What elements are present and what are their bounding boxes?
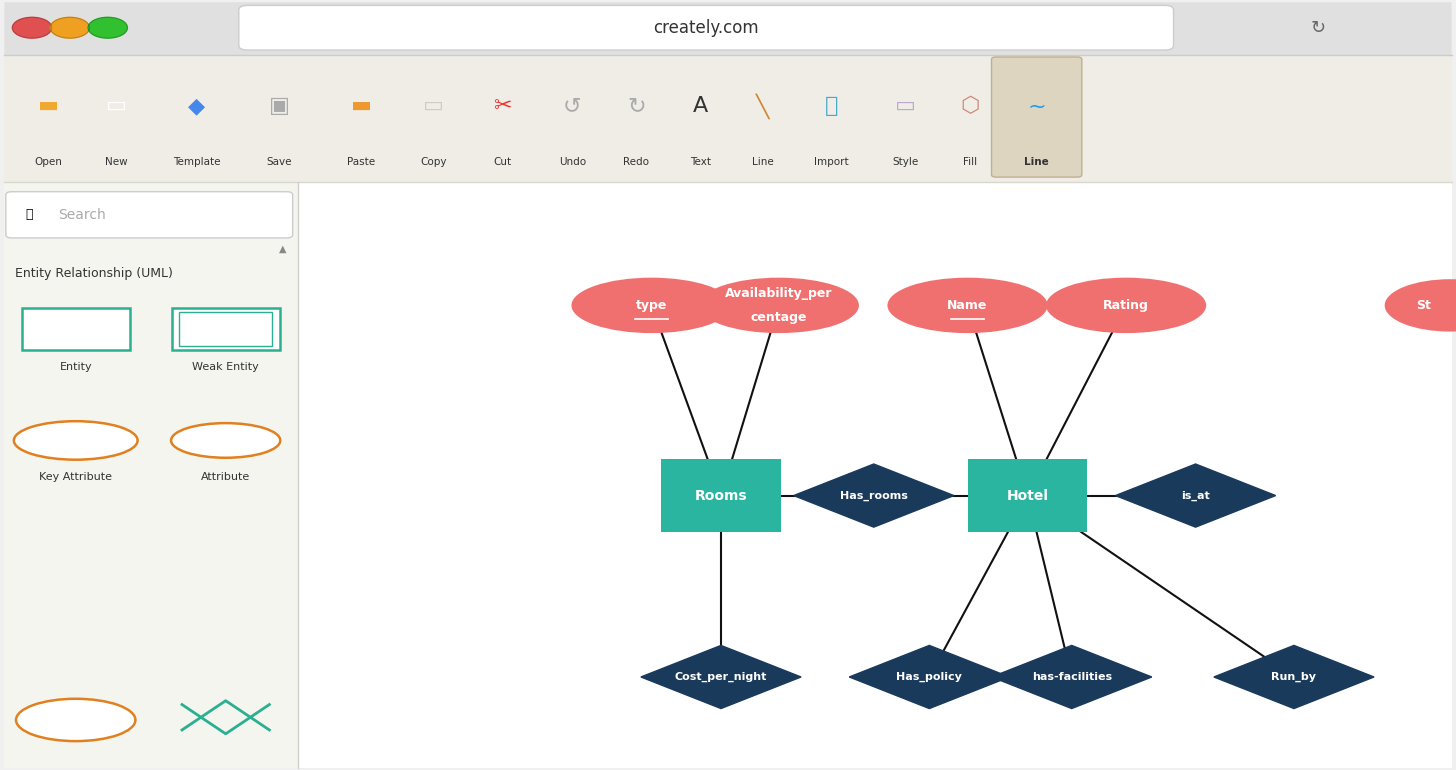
Text: centage: centage (751, 311, 807, 324)
Text: Search: Search (58, 208, 106, 222)
Polygon shape (794, 464, 954, 527)
Text: Undo: Undo (559, 157, 585, 167)
FancyBboxPatch shape (172, 308, 280, 350)
Ellipse shape (1045, 278, 1206, 333)
Polygon shape (1115, 464, 1275, 527)
Text: ▭: ▭ (895, 96, 916, 116)
Text: creately.com: creately.com (654, 18, 759, 37)
Text: Key Attribute: Key Attribute (39, 473, 112, 482)
Bar (4, 182, 298, 768)
FancyBboxPatch shape (6, 192, 293, 238)
Circle shape (12, 18, 52, 38)
Text: ▭: ▭ (106, 96, 127, 116)
Text: Attribute: Attribute (201, 473, 250, 482)
Text: Line: Line (753, 157, 773, 167)
Text: St: St (1417, 299, 1431, 312)
Polygon shape (849, 645, 1009, 708)
Text: Run_by: Run_by (1271, 672, 1316, 682)
Bar (4, 55, 1452, 182)
Polygon shape (641, 645, 801, 708)
Text: ▭: ▭ (424, 96, 444, 116)
Text: Cut: Cut (494, 157, 511, 167)
Bar (298, 182, 1452, 768)
Text: is_at: is_at (1181, 490, 1210, 500)
Text: ▬: ▬ (38, 96, 58, 116)
Text: ▲: ▲ (280, 244, 287, 253)
Text: Fill: Fill (962, 157, 977, 167)
Text: ◆: ◆ (188, 96, 205, 116)
Ellipse shape (571, 278, 731, 333)
Text: ↻: ↻ (628, 96, 645, 116)
Text: ▣: ▣ (269, 96, 290, 116)
Text: Save: Save (266, 157, 293, 167)
Text: ↻: ↻ (1310, 18, 1325, 37)
FancyBboxPatch shape (4, 2, 1452, 58)
Text: has-facilities: has-facilities (1032, 672, 1112, 682)
FancyBboxPatch shape (968, 459, 1088, 532)
Text: ⬡: ⬡ (960, 96, 980, 116)
Text: Template: Template (173, 157, 220, 167)
Text: New: New (105, 157, 128, 167)
FancyBboxPatch shape (992, 57, 1082, 177)
Polygon shape (1214, 645, 1374, 708)
Text: Name: Name (948, 299, 987, 312)
Text: ╲: ╲ (756, 93, 770, 119)
Text: ✂: ✂ (494, 96, 511, 116)
Text: A: A (693, 96, 708, 116)
Text: Availability_per: Availability_per (725, 286, 833, 300)
Text: ↺: ↺ (563, 96, 581, 116)
Text: Has_rooms: Has_rooms (840, 490, 907, 500)
Text: Hotel: Hotel (1006, 489, 1048, 503)
Text: Open: Open (33, 157, 63, 167)
Text: ~: ~ (1028, 96, 1045, 116)
Text: Paste: Paste (347, 157, 376, 167)
Text: Cost_per_night: Cost_per_night (674, 672, 767, 682)
Text: ▬: ▬ (351, 96, 371, 116)
Text: Has_policy: Has_policy (897, 672, 962, 682)
Circle shape (87, 18, 128, 38)
Text: Redo: Redo (623, 157, 649, 167)
Text: Weak Entity: Weak Entity (192, 363, 259, 372)
Text: Entity Relationship (UML): Entity Relationship (UML) (15, 267, 172, 280)
Text: ⛰: ⛰ (824, 96, 839, 116)
Text: 🔍: 🔍 (25, 209, 33, 221)
Text: Import: Import (814, 157, 849, 167)
Ellipse shape (888, 278, 1048, 333)
FancyBboxPatch shape (239, 5, 1174, 50)
Ellipse shape (16, 699, 135, 741)
Text: Entity: Entity (60, 363, 92, 372)
Text: Line: Line (1025, 157, 1048, 167)
Ellipse shape (699, 278, 859, 333)
Text: type: type (636, 299, 667, 312)
Ellipse shape (172, 423, 281, 457)
Text: Rating: Rating (1104, 299, 1149, 312)
FancyBboxPatch shape (179, 312, 272, 346)
FancyBboxPatch shape (22, 308, 130, 350)
Ellipse shape (1385, 280, 1456, 332)
Text: Copy: Copy (421, 157, 447, 167)
Text: Text: Text (690, 157, 711, 167)
Text: Style: Style (893, 157, 919, 167)
Circle shape (51, 18, 90, 38)
Polygon shape (992, 645, 1152, 708)
FancyBboxPatch shape (661, 459, 780, 532)
Text: Rooms: Rooms (695, 489, 747, 503)
Ellipse shape (15, 421, 138, 460)
